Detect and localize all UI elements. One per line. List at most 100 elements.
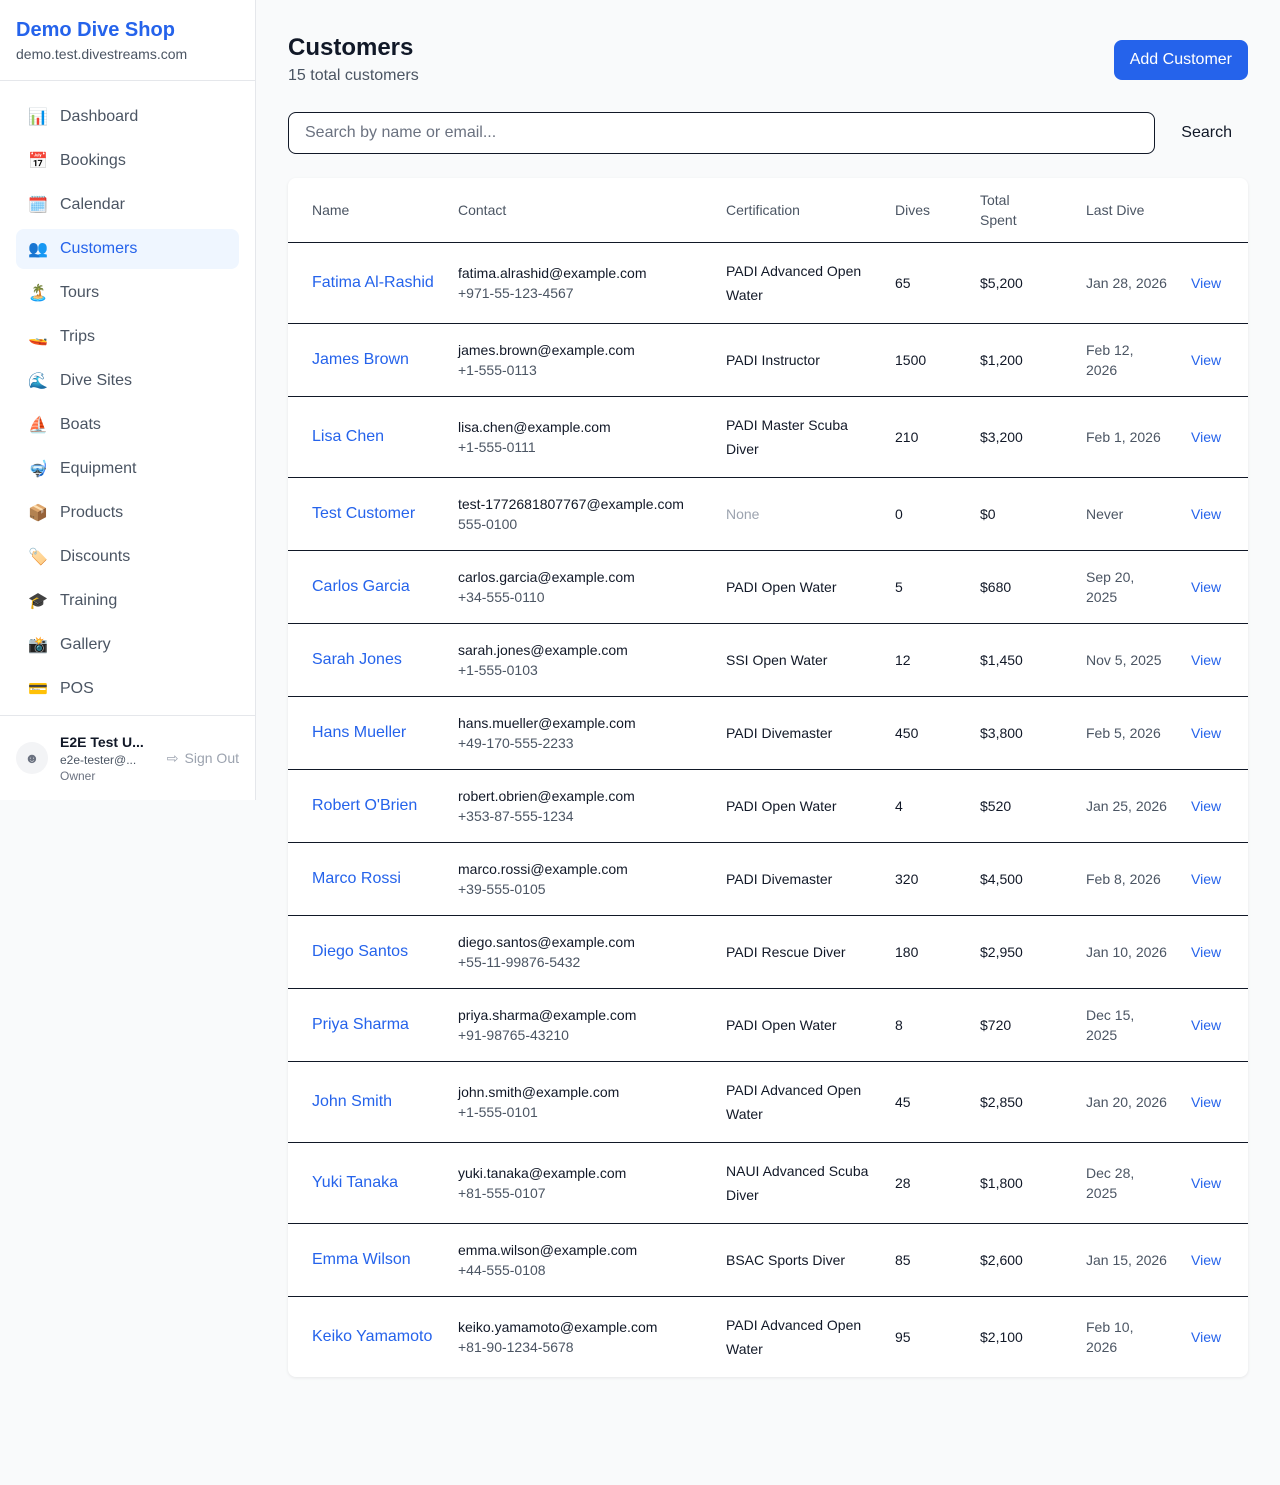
dashboard-icon: 📊 [28, 109, 48, 126]
sidebar-item-customers[interactable]: 👥 Customers [16, 229, 239, 269]
total-spent: $720 [980, 988, 1086, 1062]
view-link[interactable]: View [1191, 477, 1248, 551]
dives: 180 [895, 915, 980, 989]
sidebar-item-bookings[interactable]: 📅 Bookings [16, 141, 239, 181]
customer-name-link[interactable]: Hans Mueller [288, 696, 458, 770]
last-dive: Jan 15, 2026 [1086, 1223, 1191, 1297]
customer-email: test-1772681807767@example.com [458, 495, 684, 512]
sidebar-item-gallery[interactable]: 📸 Gallery [16, 625, 239, 665]
sidebar-item-training[interactable]: 🎓 Training [16, 581, 239, 621]
last-dive: Jan 28, 2026 [1086, 242, 1191, 324]
search-button[interactable]: Search [1155, 124, 1248, 142]
customer-name-link[interactable]: James Brown [288, 323, 458, 397]
table-row: James Brown james.brown@example.com +1-55… [288, 323, 1248, 397]
view-link[interactable]: View [1191, 842, 1248, 916]
sidebar-item-calendar[interactable]: 🗓️ Calendar [16, 185, 239, 225]
sidebar-item-pos[interactable]: 💳 POS [16, 669, 239, 709]
boats-icon: ⛵ [28, 417, 48, 434]
sidebar-item-label: Discounts [60, 548, 131, 565]
customer-phone: +34-555-0110 [458, 588, 545, 605]
sidebar-item-tours[interactable]: 🏝️ Tours [16, 273, 239, 313]
bookings-icon: 📅 [28, 153, 48, 170]
view-link[interactable]: View [1191, 1328, 1222, 1345]
pos-icon: 💳 [28, 681, 48, 698]
customer-name-link[interactable]: Fatima Al-Rashid [288, 242, 458, 324]
sidebar-item-dashboard[interactable]: 📊 Dashboard [16, 97, 239, 137]
view-link[interactable]: View [1191, 623, 1248, 697]
sidebar-item-equipment[interactable]: 🤿 Equipment [16, 449, 239, 489]
column-header-last-dive: Last Dive [1086, 178, 1191, 243]
trips-icon: 🚤 [28, 329, 48, 346]
shop-domain: demo.test.divestreams.com [16, 46, 188, 62]
sidebar-item-boats[interactable]: ⛵ Boats [16, 405, 239, 445]
last-dive: Jan 25, 2026 [1086, 769, 1191, 843]
customer-phone: +353-87-555-1234 [458, 807, 574, 824]
dives: 4 [895, 769, 980, 843]
table-row: Emma Wilson emma.wilson@example.com +44-5… [288, 1223, 1248, 1297]
total-spent: $4,500 [980, 842, 1086, 916]
view-link[interactable]: View [1191, 1061, 1248, 1143]
shop-name[interactable]: Demo Dive Shop [16, 19, 175, 41]
sidebar-item-label: Equipment [60, 460, 137, 477]
total-spent: $5,200 [980, 242, 1086, 324]
last-dive: Nov 5, 2025 [1086, 623, 1191, 697]
customer-phone: +1-555-0103 [458, 661, 538, 678]
dives: 45 [895, 1061, 980, 1143]
certification: PADI Advanced Open Water [726, 242, 895, 324]
table-row: Hans Mueller hans.mueller@example.com +49… [288, 696, 1248, 770]
customer-name-link[interactable]: Lisa Chen [288, 396, 458, 478]
sidebar-item-dive-sites[interactable]: 🌊 Dive Sites [16, 361, 239, 401]
sidebar-item-products[interactable]: 📦 Products [16, 493, 239, 533]
customer-name-link[interactable]: John Smith [288, 1061, 458, 1143]
customer-name-link[interactable]: Yuki Tanaka [288, 1142, 458, 1224]
sidebar-item-trips[interactable]: 🚤 Trips [16, 317, 239, 357]
customer-name-link[interactable]: Carlos Garcia [288, 550, 458, 624]
dives: 450 [895, 696, 980, 770]
view-link[interactable]: View [1191, 550, 1248, 624]
total-spent: $2,600 [980, 1223, 1086, 1297]
customer-name-link[interactable]: Diego Santos [288, 915, 458, 989]
certification: PADI Master Scuba Diver [726, 396, 895, 478]
dive-sites-icon: 🌊 [28, 373, 48, 390]
view-link[interactable]: View [1191, 696, 1248, 770]
view-link[interactable]: View [1191, 242, 1248, 324]
customer-name-link[interactable]: Emma Wilson [288, 1223, 458, 1297]
customer-name-link[interactable]: Test Customer [288, 477, 458, 551]
dives: 8 [895, 988, 980, 1062]
table-row: Robert O'Brien robert.obrien@example.com… [288, 769, 1248, 843]
view-link[interactable]: View [1191, 915, 1248, 989]
dives: 12 [895, 623, 980, 697]
view-link[interactable]: View [1191, 323, 1248, 397]
last-dive: Jan 20, 2026 [1086, 1061, 1191, 1143]
view-link[interactable]: View [1191, 988, 1248, 1062]
customer-email: fatima.alrashid@example.com [458, 264, 647, 281]
sidebar-item-label: POS [60, 680, 94, 697]
dives: 0 [895, 477, 980, 551]
last-dive: Never [1086, 477, 1191, 551]
customer-phone: +81-90-1234-5678 [458, 1338, 574, 1355]
column-header-contact: Contact [458, 178, 726, 243]
view-link[interactable]: View [1191, 396, 1248, 478]
certification: PADI Open Water [726, 988, 895, 1062]
customer-phone: +1-555-0101 [458, 1103, 538, 1120]
sidebar-item-discounts[interactable]: 🏷️ Discounts [16, 537, 239, 577]
customer-name-link[interactable]: Sarah Jones [288, 623, 458, 697]
add-customer-button[interactable]: Add Customer [1113, 40, 1248, 80]
customer-phone: +1-555-0113 [458, 361, 537, 378]
customer-phone: +91-98765-43210 [458, 1026, 569, 1043]
last-dive: Feb 8, 2026 [1086, 842, 1191, 916]
table-row: Priya Sharma priya.sharma@example.com +91… [288, 988, 1248, 1062]
customer-name-link[interactable]: Marco Rossi [288, 842, 458, 916]
search-input[interactable] [288, 112, 1155, 154]
view-link[interactable]: View [1191, 1223, 1248, 1297]
view-link[interactable]: View [1191, 769, 1248, 843]
customer-name-link[interactable]: Priya Sharma [288, 988, 458, 1062]
view-link[interactable]: View [1191, 1142, 1248, 1224]
certification: PADI Open Water [726, 769, 895, 843]
customer-name-link[interactable]: Keiko Yamamoto [312, 1327, 433, 1345]
customer-count: 15 total customers [288, 67, 419, 84]
sign-out-button[interactable]: ⇨ Sign Out [167, 750, 239, 767]
discounts-icon: 🏷️ [28, 549, 48, 566]
sidebar-item-label: Products [60, 504, 124, 521]
customer-name-link[interactable]: Robert O'Brien [288, 769, 458, 843]
